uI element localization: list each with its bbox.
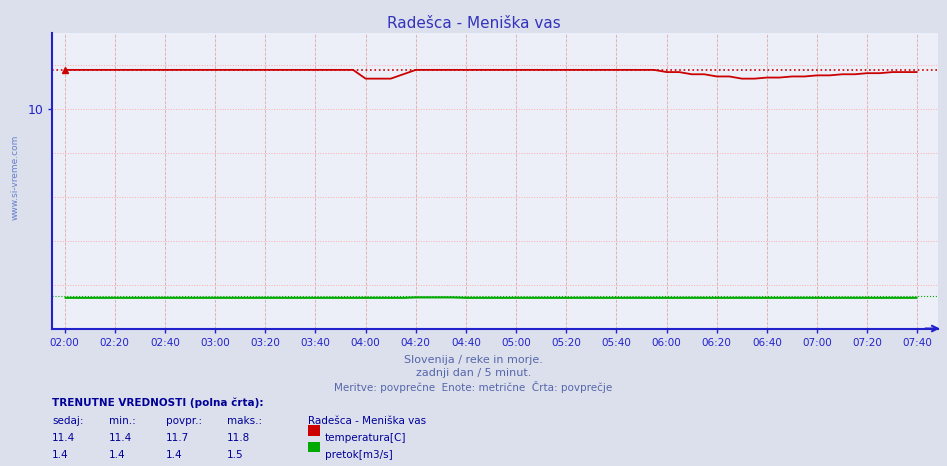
Text: 11.4: 11.4 [52, 433, 76, 443]
Text: TRENUTNE VREDNOSTI (polna črta):: TRENUTNE VREDNOSTI (polna črta): [52, 397, 263, 408]
Text: Slovenija / reke in morje.: Slovenija / reke in morje. [404, 355, 543, 365]
Text: 11.7: 11.7 [166, 433, 189, 443]
Text: sedaj:: sedaj: [52, 416, 83, 425]
Text: 11.4: 11.4 [109, 433, 133, 443]
Text: www.si-vreme.com: www.si-vreme.com [10, 134, 20, 220]
Text: 11.8: 11.8 [227, 433, 251, 443]
Text: povpr.:: povpr.: [166, 416, 202, 425]
Text: 1.4: 1.4 [166, 450, 183, 459]
Text: Radešca - Meniška vas: Radešca - Meniška vas [308, 416, 426, 425]
Text: temperatura[C]: temperatura[C] [325, 433, 406, 443]
Text: 1.5: 1.5 [227, 450, 244, 459]
Text: maks.:: maks.: [227, 416, 262, 425]
Text: Meritve: povprečne  Enote: metrične  Črta: povprečje: Meritve: povprečne Enote: metrične Črta:… [334, 381, 613, 393]
Text: 1.4: 1.4 [109, 450, 126, 459]
Text: Radešca - Meniška vas: Radešca - Meniška vas [386, 16, 561, 31]
Text: zadnji dan / 5 minut.: zadnji dan / 5 minut. [416, 368, 531, 378]
Text: min.:: min.: [109, 416, 135, 425]
Text: pretok[m3/s]: pretok[m3/s] [325, 450, 393, 459]
Text: 1.4: 1.4 [52, 450, 69, 459]
